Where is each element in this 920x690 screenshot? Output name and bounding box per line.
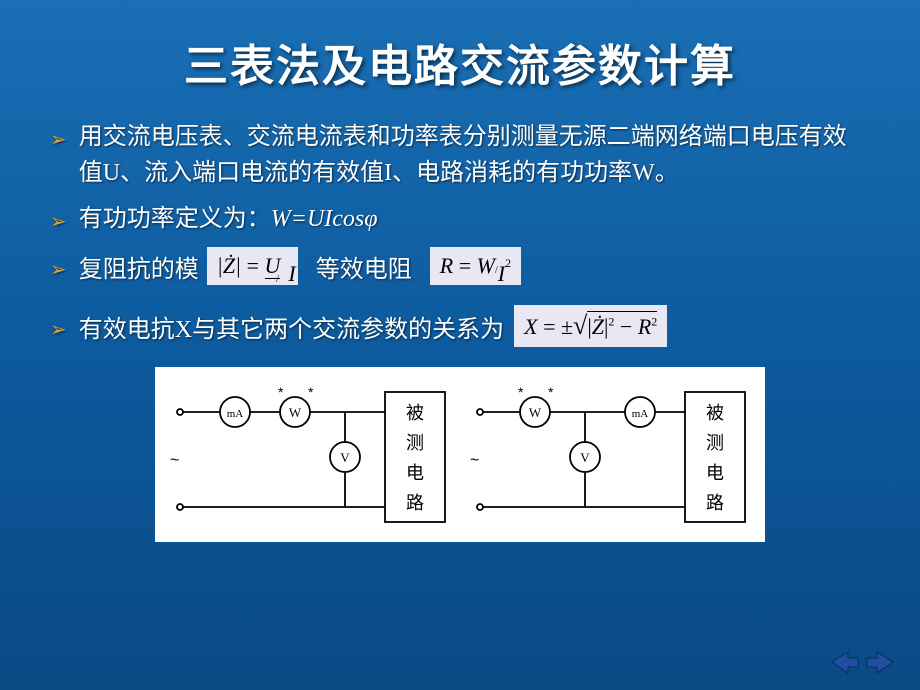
label-mA: mA [632, 408, 649, 420]
circuit-diagram-1: mA W V * * ~ 被 测 电 路 [165, 377, 455, 532]
bullet-item-4: ➢ 有效电抗X与其它两个交流参数的关系为 X = ±√|Ż|2 − R2 [50, 305, 870, 347]
bullet-marker-icon: ➢ [50, 317, 67, 342]
bullet-item-3: ➢ 复阻抗的模 |Ż| = U/I 等效电阻 R = W/I2 [50, 247, 870, 285]
circuit-diagram-2: W mA V * * ~ 被 测 电 路 [465, 377, 755, 532]
box-text-4: 路 [406, 493, 424, 513]
box-text-1: 被 [406, 403, 424, 423]
formula-power: W=UIcosφ [271, 206, 378, 232]
formula-impedance: |Ż| = U/I [207, 247, 298, 285]
formula-reactance: X = ±√|Ż|2 − R2 [514, 305, 667, 347]
bullet-text-3-middle: 等效电阻 [316, 249, 412, 284]
label-star: * [548, 384, 554, 400]
box-text-2: 测 [706, 433, 724, 453]
formula-resistance: R = W/I2 [430, 247, 521, 285]
prev-arrow-icon[interactable] [830, 650, 860, 675]
box-text-1: 被 [706, 403, 724, 423]
label-star: * [308, 384, 314, 400]
slide-container: 三表法及电路交流参数计算 ➢ 用交流电压表、交流电流表和功率表分别测量无源二端网… [0, 0, 920, 690]
label-star: * [278, 384, 284, 400]
slide-title: 三表法及电路交流参数计算 [50, 30, 870, 94]
bullet-text-1: 用交流电压表、交流电流表和功率表分别测量无源二端网络端口电压有效值U、流入端口电… [79, 119, 870, 191]
bullet-marker-icon: ➢ [50, 125, 67, 155]
circuit-diagrams: mA W V * * ~ 被 测 电 路 [50, 367, 870, 542]
box-text-4: 路 [706, 493, 724, 513]
bullet-text-2: 有功功率定义为：W=UIcosφ [79, 201, 870, 237]
box-text-2: 测 [406, 433, 424, 453]
bullet-2-prefix: 有功功率定义为： [79, 206, 271, 232]
bullet-list: ➢ 用交流电压表、交流电流表和功率表分别测量无源二端网络端口电压有效值U、流入端… [50, 119, 870, 347]
label-V: V [340, 450, 350, 465]
label-V: V [580, 450, 590, 465]
label-W: W [529, 405, 542, 420]
label-tilde: ~ [470, 452, 479, 469]
bullet-item-1: ➢ 用交流电压表、交流电流表和功率表分别测量无源二端网络端口电压有效值U、流入端… [50, 119, 870, 191]
bullet-item-2: ➢ 有功功率定义为：W=UIcosφ [50, 201, 870, 237]
label-tilde: ~ [170, 452, 179, 469]
diagram-wrapper: mA W V * * ~ 被 测 电 路 [155, 367, 765, 542]
bullet-text-4: 有效电抗X与其它两个交流参数的关系为 [79, 309, 504, 344]
box-text-3: 电 [706, 463, 724, 483]
bullet-marker-icon: ➢ [50, 207, 67, 237]
box-text-3: 电 [406, 463, 424, 483]
label-star: * [518, 384, 524, 400]
label-mA: mA [227, 408, 244, 420]
label-W: W [289, 405, 302, 420]
bullet-text-3-prefix: 复阻抗的模 [79, 249, 199, 284]
nav-arrows [830, 650, 895, 675]
bullet-marker-icon: ➢ [50, 257, 67, 282]
next-arrow-icon[interactable] [865, 650, 895, 675]
